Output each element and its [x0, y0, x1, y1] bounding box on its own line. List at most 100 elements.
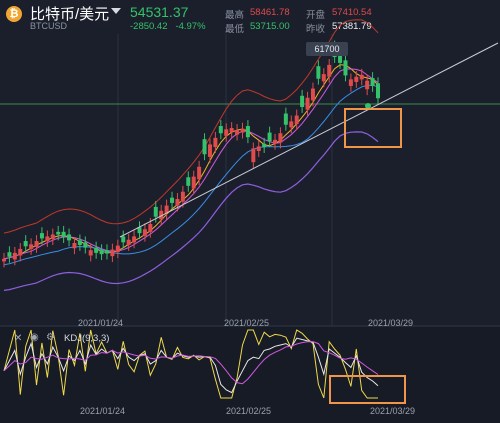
- candle-body: [218, 126, 223, 134]
- candle-body: [348, 79, 353, 86]
- candle-body: [99, 250, 104, 255]
- candle-body: [294, 115, 299, 125]
- last-price: 54531.37: [130, 4, 189, 20]
- lower-band-line: [3, 131, 379, 291]
- highlight-box: [344, 108, 402, 148]
- candle-body: [164, 205, 169, 214]
- candle-body: [278, 133, 283, 143]
- candle-body: [159, 210, 164, 220]
- candle-body: [213, 137, 218, 148]
- open-label: 开盘: [306, 10, 326, 21]
- candle-body: [262, 143, 267, 148]
- candle-body: [305, 97, 310, 110]
- candle-body: [23, 241, 28, 247]
- candle-body: [229, 128, 234, 132]
- candle-body: [359, 74, 364, 80]
- candle-body: [115, 245, 120, 253]
- candle-body: [137, 227, 142, 234]
- candle-body: [2, 258, 6, 262]
- candle-body: [376, 83, 380, 99]
- kdj-panel: [0, 326, 500, 423]
- ma-long-line: [3, 84, 379, 266]
- date-tick-1: 2021/01/24: [78, 318, 124, 328]
- candle-body: [67, 234, 72, 241]
- header: ₿ 比特币/美元 BTCUSD 54531.37 -2850.42 -4.97%…: [0, 0, 500, 35]
- eye-icon[interactable]: ◉: [30, 332, 39, 343]
- prevclose-label: 昨收: [306, 24, 326, 35]
- last-price-dot: [365, 103, 371, 109]
- candle-body: [202, 139, 207, 155]
- candle-body: [18, 248, 23, 256]
- candle-body: [256, 146, 261, 151]
- trend-line: [119, 42, 499, 238]
- upper-band-line: [3, 19, 379, 234]
- candle-body: [321, 74, 326, 82]
- symbol-label: BTCUSD: [30, 21, 68, 31]
- candle-body: [327, 64, 332, 77]
- candle-body: [370, 78, 375, 86]
- candle-body: [142, 229, 147, 236]
- high-label: 最高: [225, 10, 245, 21]
- candle-body: [207, 144, 212, 157]
- low-label: 最低: [225, 24, 245, 35]
- kdj-d-line: [3, 341, 379, 385]
- candle-body: [365, 80, 370, 90]
- candle-body: [235, 129, 240, 135]
- peak-label: 61700: [306, 42, 348, 56]
- candle-body: [338, 54, 343, 63]
- candle-body: [12, 252, 17, 260]
- candle-body: [240, 128, 245, 133]
- candle-body: [50, 234, 55, 240]
- chevron-down-icon[interactable]: [111, 8, 121, 14]
- kdj-date-tick-1: 2021/01/24: [80, 406, 126, 416]
- candle-body: [289, 121, 294, 128]
- candle-body: [72, 243, 77, 249]
- candle-body: [29, 244, 34, 249]
- candle-body: [110, 249, 115, 257]
- candle-body: [300, 95, 305, 107]
- close-icon[interactable]: ✕: [14, 333, 23, 344]
- kdj-date-tick-3: 2021/03/29: [370, 406, 416, 416]
- candle-body: [191, 176, 196, 189]
- candle-body: [132, 236, 137, 243]
- candle-body: [273, 139, 278, 144]
- candle-body: [61, 231, 66, 238]
- change-values: -2850.42 -4.97%: [130, 21, 206, 32]
- candle-body: [104, 250, 109, 254]
- date-tick-3: 2021/03/29: [368, 318, 414, 328]
- bitcoin-icon: ₿: [6, 6, 22, 22]
- candle-body: [121, 236, 126, 243]
- kdj-highlight-box: [329, 375, 406, 404]
- candle-body: [39, 233, 44, 239]
- high-value: 58461.78: [250, 7, 290, 18]
- candle-body: [180, 191, 185, 202]
- kdj-j-line: [3, 329, 378, 399]
- ma-mid-line: [3, 68, 379, 260]
- gear-icon[interactable]: ⚙: [46, 332, 55, 343]
- candle-body: [77, 240, 82, 245]
- candle-body: [343, 60, 348, 76]
- candle-body: [7, 252, 12, 257]
- kdj-date-tick-2: 2021/02/25: [226, 406, 272, 416]
- candle-body: [267, 132, 272, 142]
- candle-body: [224, 129, 229, 136]
- candle-body: [197, 166, 202, 180]
- candle-body: [283, 113, 288, 125]
- candle-body: [153, 206, 158, 217]
- candle-body: [45, 236, 50, 242]
- candle-body: [94, 247, 99, 253]
- prevclose-value: 57381.79: [332, 21, 372, 32]
- candle-body: [83, 242, 88, 248]
- candle-body: [56, 231, 61, 235]
- low-value: 53715.00: [250, 21, 290, 32]
- ma-short-line: [3, 64, 379, 260]
- kdj-label: KDJ(9,3,3): [64, 333, 110, 344]
- candle-body: [354, 76, 359, 82]
- pair-title[interactable]: 比特币/美元: [30, 6, 110, 23]
- candle-body: [148, 223, 153, 232]
- candle-body: [251, 148, 256, 163]
- candle-body: [126, 239, 131, 245]
- candle-body: [310, 88, 315, 101]
- candle-body: [245, 126, 250, 138]
